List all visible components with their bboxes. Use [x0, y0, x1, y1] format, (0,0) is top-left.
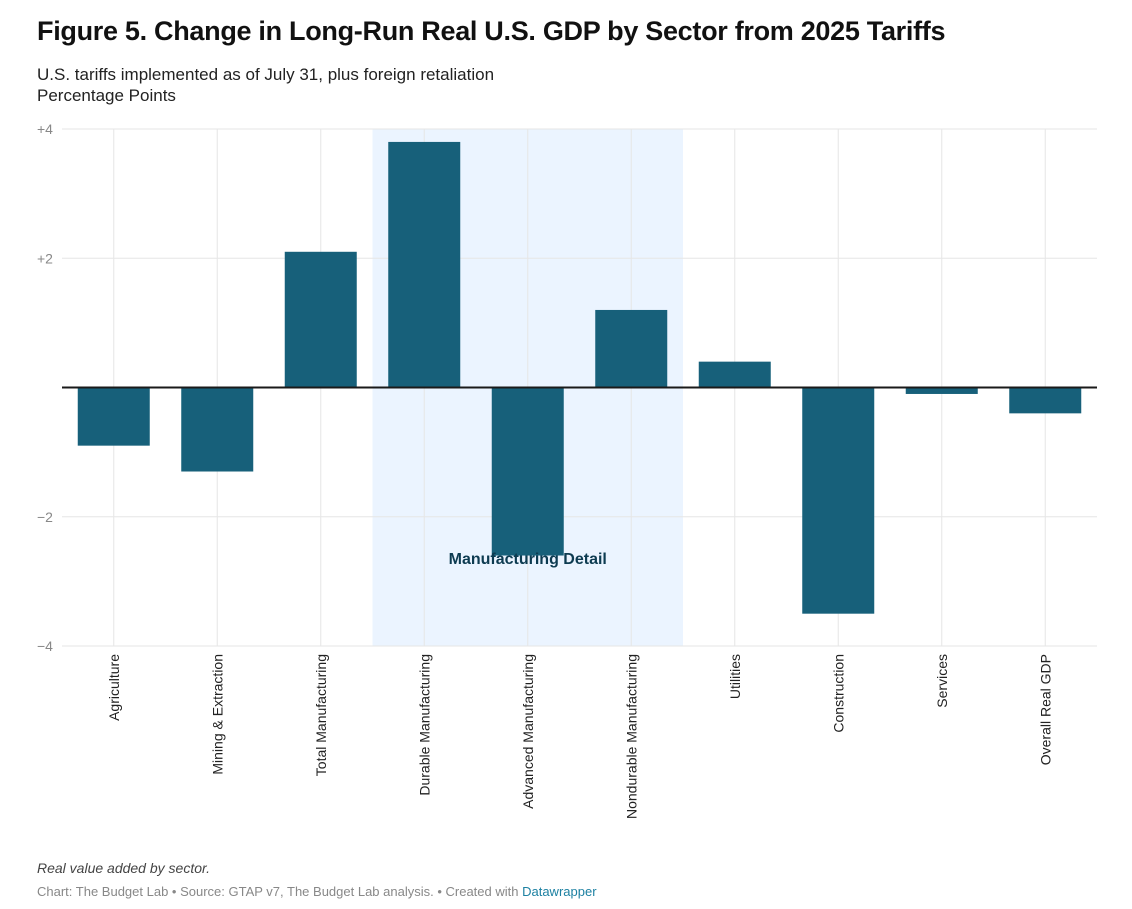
bar-utilities [698, 361, 771, 388]
category-label: Overall Real GDP [1037, 654, 1053, 765]
category-label: Advanced Manufacturing [520, 654, 536, 809]
bar-nondurable-manufacturing [595, 309, 668, 388]
y-tick-label: −2 [37, 509, 53, 525]
bar-overall-real-gdp [1009, 387, 1082, 414]
source-text: Chart: The Budget Lab • Source: GTAP v7,… [37, 884, 523, 899]
subtitle-line-2: Percentage Points [37, 86, 176, 105]
bar-advanced-manufacturing [491, 387, 564, 556]
category-label: Mining & Extraction [209, 654, 225, 775]
chart-source: Chart: The Budget Lab • Source: GTAP v7,… [37, 884, 597, 899]
category-label: Total Manufacturing [313, 654, 329, 776]
y-tick-label: −4 [37, 638, 53, 654]
category-label: Services [934, 654, 950, 708]
bar-chart: +4 +2 −2 −4 Manufacturing Detail Agriculture M… [37, 121, 1097, 819]
category-label: Agriculture [106, 654, 122, 721]
bar-total-manufacturing [284, 251, 357, 388]
y-tick-label: +4 [37, 121, 53, 137]
highlight-band-label: Manufacturing Detail [449, 551, 607, 568]
chart-subtitle: U.S. tariffs implemented as of July 31, … [37, 64, 494, 106]
subtitle-line-1: U.S. tariffs implemented as of July 31, … [37, 65, 495, 84]
category-label: Construction [830, 654, 846, 733]
category-label: Durable Manufacturing [416, 654, 432, 796]
category-label: Utilities [727, 654, 743, 699]
datawrapper-link[interactable]: Datawrapper [522, 884, 597, 899]
y-tick-label: +2 [37, 250, 53, 266]
category-label: Nondurable Manufacturing [623, 654, 639, 819]
bar-durable-manufacturing [388, 141, 461, 388]
bar-mining-extraction [181, 387, 254, 472]
bar-services [905, 387, 978, 394]
chart-title: Figure 5. Change in Long-Run Real U.S. G… [37, 16, 946, 46]
chart-notes: Real value added by sector. [37, 860, 211, 876]
bar-construction [802, 387, 875, 614]
bar-agriculture [77, 387, 150, 446]
